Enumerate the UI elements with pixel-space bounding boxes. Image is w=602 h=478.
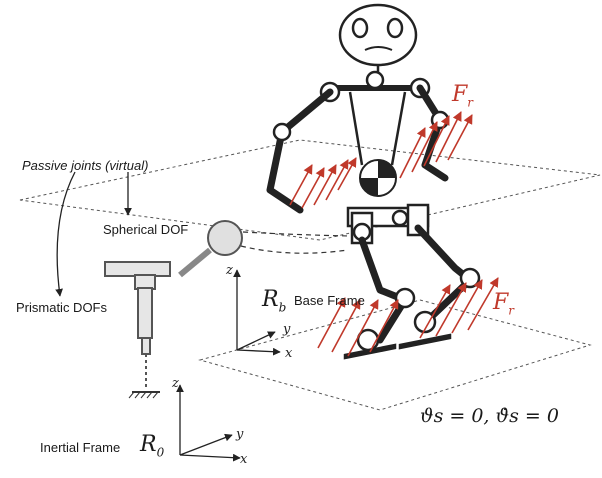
spherical-joint-icon <box>207 220 243 256</box>
base-frame-symbol: Rb <box>262 287 287 315</box>
upper-contact-plane <box>19 139 601 241</box>
base-axis-y: y <box>282 322 291 337</box>
inertial-frame-symbol: R0 <box>140 432 165 460</box>
virtual-joint-chain <box>104 220 243 399</box>
inertial-frame-label: Inertial Frame <box>40 440 121 455</box>
virtual-link-lower <box>240 245 349 254</box>
robot-body <box>266 3 481 360</box>
arrow-to-prismatic <box>55 171 76 297</box>
lower-contact-plane <box>198 299 592 411</box>
inertial-axis-x: x <box>240 452 248 467</box>
virtual-link-upper <box>242 231 351 237</box>
force-label-lower: Fr <box>493 290 515 318</box>
force-label-upper: Fr <box>452 82 474 110</box>
base-axis-x: x <box>285 346 293 361</box>
inertial-axis-z: z <box>171 376 179 391</box>
upper-contact-forces <box>289 111 473 209</box>
inertial-frame-axes <box>176 384 241 462</box>
base-frame-axes <box>233 269 281 356</box>
base-axis-z: z <box>225 263 233 278</box>
passive-joints-label: Passive joints (virtual) <box>22 158 149 173</box>
robot-head <box>338 3 418 67</box>
prismatic-dofs-label: Prismatic DOFs <box>16 300 107 315</box>
constraint-equation: ϑs = 0, ϑ̇s = 0 <box>420 405 559 427</box>
spherical-dof-label: Spherical DOF <box>103 222 189 237</box>
center-of-mass-icon <box>359 159 397 197</box>
base-frame-label: Base Frame <box>294 293 365 308</box>
foot-contact-forces <box>317 277 499 357</box>
inertial-axis-y: y <box>235 427 244 442</box>
